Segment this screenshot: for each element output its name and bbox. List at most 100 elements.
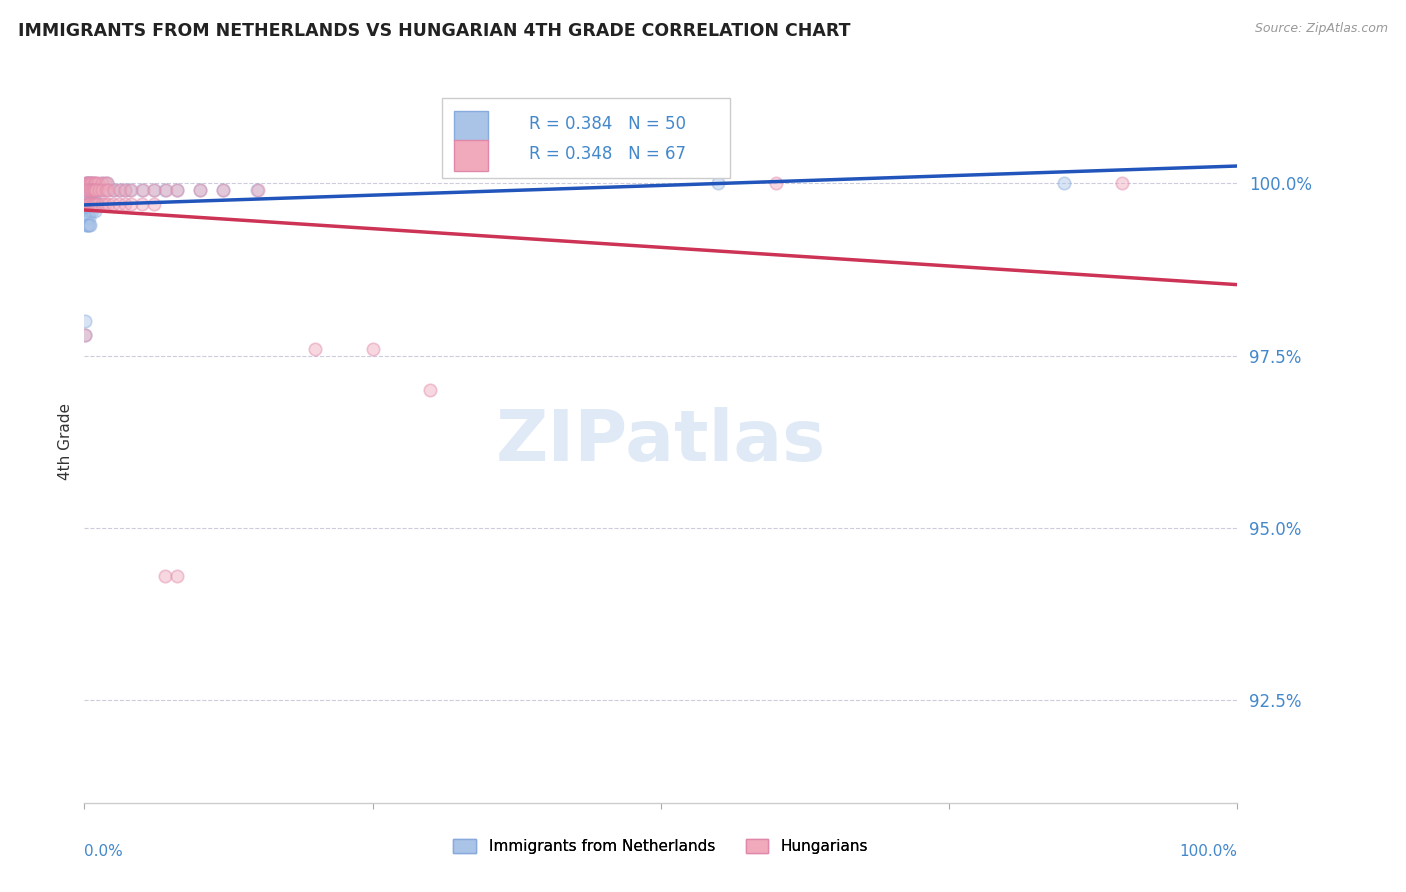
Point [1053,177,1076,191]
Point [80,190,103,204]
Point [304,342,326,356]
Point [76,177,98,191]
Point [103,183,125,197]
Point [142,183,165,197]
Point [86,183,108,197]
Point [79,183,101,197]
Point [765,177,787,191]
Point [166,183,188,197]
Point [94,183,117,197]
Point [153,183,176,197]
Point [90,177,112,191]
FancyBboxPatch shape [441,98,730,178]
Point [188,183,211,197]
Point [120,197,142,211]
Point [75,190,97,204]
Point [76,218,98,232]
Point [84,197,107,211]
Point [87,197,110,211]
Point [96,177,118,191]
Point [87,183,110,197]
Point [83,190,105,204]
Point [120,183,142,197]
Point [77,218,100,232]
Point [76,190,98,204]
Point [80,183,103,197]
Point [1111,177,1133,191]
Point [73,327,96,342]
Point [84,183,107,197]
Point [91,183,114,197]
Point [114,197,136,211]
Point [75,218,97,232]
Point [108,183,131,197]
Point [419,383,441,397]
Point [83,183,105,197]
Point [143,183,166,197]
Point [80,177,103,191]
Point [166,568,188,582]
Point [97,183,120,197]
FancyBboxPatch shape [454,111,488,141]
Point [76,177,98,191]
Point [77,211,100,225]
Point [103,197,125,211]
Point [75,204,97,219]
Text: 100.0%: 100.0% [1180,845,1237,859]
Point [82,177,104,191]
Point [212,183,235,197]
FancyBboxPatch shape [454,140,488,170]
Point [94,177,117,191]
Point [77,177,100,191]
Y-axis label: 4th Grade: 4th Grade [58,403,73,480]
Point [94,183,117,197]
Point [76,183,98,197]
Point [77,218,100,232]
Point [246,183,269,197]
Point [142,197,165,211]
Point [114,183,136,197]
Point [188,183,211,197]
Point [77,183,100,197]
Point [114,183,136,197]
Point [84,197,107,211]
Point [82,183,104,197]
Point [166,183,188,197]
Point [75,177,97,191]
Text: ZIPatlas: ZIPatlas [496,407,825,476]
Point [108,183,131,197]
Point [84,177,107,191]
Point [76,183,98,197]
Text: 0.0%: 0.0% [84,845,124,859]
Point [83,177,105,191]
Point [75,183,97,197]
Point [90,177,112,191]
Point [80,204,103,219]
Text: Source: ZipAtlas.com: Source: ZipAtlas.com [1254,22,1388,36]
Point [77,204,100,219]
Point [131,197,153,211]
Point [120,183,142,197]
Point [75,197,97,211]
Point [86,197,108,211]
Point [103,183,124,197]
Point [131,183,153,197]
Point [82,197,104,211]
Point [76,197,98,211]
Point [77,197,100,211]
Point [155,568,177,582]
Point [79,197,101,211]
Point [108,197,131,211]
Point [80,177,103,191]
Text: R = 0.348   N = 67: R = 0.348 N = 67 [530,145,686,163]
Point [131,183,153,197]
Point [79,204,101,219]
Text: R = 0.384   N = 50: R = 0.384 N = 50 [530,115,686,133]
Point [90,197,112,211]
Point [83,183,105,197]
Point [79,218,101,232]
Point [73,327,96,342]
Point [76,197,98,211]
Point [87,177,110,191]
Legend: Immigrants from Netherlands, Hungarians: Immigrants from Netherlands, Hungarians [447,833,875,860]
